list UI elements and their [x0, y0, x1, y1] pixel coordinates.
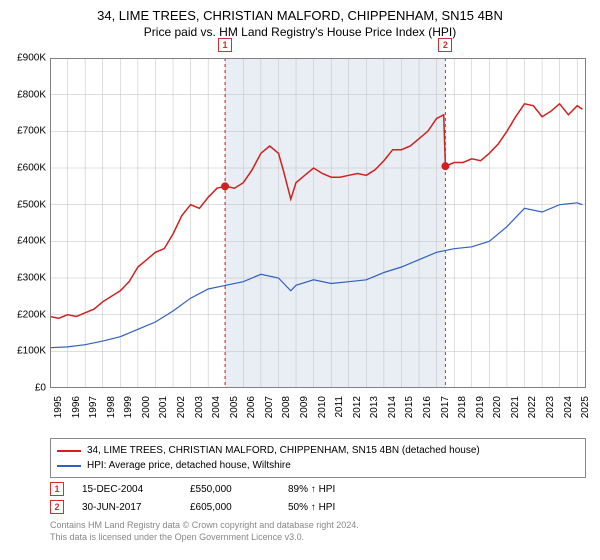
sales-list: 1 15-DEC-2004 £550,000 89% ↑ HPI 2 30-JUN-201… — [50, 478, 586, 514]
x-tick-label: 2000 — [141, 396, 152, 418]
x-tick-label: 2015 — [404, 396, 415, 418]
y-tick-label: £600K — [17, 163, 46, 174]
x-tick-label: 2005 — [229, 396, 240, 418]
x-tick-label: 2020 — [492, 396, 503, 418]
sale-date: 15-DEC-2004 — [82, 484, 172, 495]
attribution-line1: Contains HM Land Registry data © Crown c… — [50, 520, 586, 532]
x-tick-label: 2009 — [299, 396, 310, 418]
sale-hpi: 50% ↑ HPI — [288, 502, 368, 513]
sale-row: 2 30-JUN-2017 £605,000 50% ↑ HPI — [50, 500, 586, 514]
x-tick-label: 2018 — [457, 396, 468, 418]
x-tick-label: 1998 — [106, 396, 117, 418]
x-tick-label: 2014 — [387, 396, 398, 418]
legend-row-hpi: HPI: Average price, detached house, Wilt… — [57, 458, 579, 473]
title-subtitle: Price paid vs. HM Land Registry's House … — [0, 25, 600, 39]
sale-price: £605,000 — [190, 502, 270, 513]
sale-date: 30-JUN-2017 — [82, 502, 172, 513]
y-tick-label: £200K — [17, 309, 46, 320]
x-tick-label: 1999 — [123, 396, 134, 418]
legend-label-hpi: HPI: Average price, detached house, Wilt… — [87, 458, 291, 473]
event-marker-2: 2 — [438, 38, 452, 52]
y-tick-label: £500K — [17, 199, 46, 210]
x-tick-label: 2019 — [475, 396, 486, 418]
x-tick-label: 2004 — [211, 396, 222, 418]
y-tick-label: £0 — [35, 383, 46, 394]
event-marker-1: 1 — [218, 38, 232, 52]
x-tick-label: 1995 — [53, 396, 64, 418]
x-tick-label: 2022 — [527, 396, 538, 418]
legend-swatch-hpi — [57, 465, 81, 467]
x-tick-label: 2016 — [422, 396, 433, 418]
x-tick-label: 2013 — [369, 396, 380, 418]
chart-plot-area: 12 — [50, 58, 586, 388]
x-tick-label: 2001 — [158, 396, 169, 418]
x-tick-label: 2011 — [334, 396, 345, 418]
y-tick-label: £700K — [17, 126, 46, 137]
x-tick-label: 2002 — [176, 396, 187, 418]
x-tick-label: 2006 — [246, 396, 257, 418]
x-tick-label: 2010 — [317, 396, 328, 418]
x-tick-label: 2024 — [563, 396, 574, 418]
x-tick-label: 2003 — [194, 396, 205, 418]
x-tick-label: 2023 — [545, 396, 556, 418]
sale-price: £550,000 — [190, 484, 270, 495]
attribution-line2: This data is licensed under the Open Gov… — [50, 532, 586, 544]
legend-label-property: 34, LIME TREES, CHRISTIAN MALFORD, CHIPP… — [87, 443, 480, 458]
x-tick-label: 2007 — [264, 396, 275, 418]
x-tick-label: 2008 — [281, 396, 292, 418]
x-tick-label: 1996 — [71, 396, 82, 418]
title-block: 34, LIME TREES, CHRISTIAN MALFORD, CHIPP… — [0, 0, 600, 43]
legend: 34, LIME TREES, CHRISTIAN MALFORD, CHIPP… — [50, 438, 586, 478]
sale-row: 1 15-DEC-2004 £550,000 89% ↑ HPI — [50, 482, 586, 496]
y-tick-label: £300K — [17, 273, 46, 284]
x-tick-label: 2012 — [352, 396, 363, 418]
legend-row-property: 34, LIME TREES, CHRISTIAN MALFORD, CHIPP… — [57, 443, 579, 458]
y-tick-label: £900K — [17, 53, 46, 64]
chart-container: 34, LIME TREES, CHRISTIAN MALFORD, CHIPP… — [0, 0, 600, 560]
x-axis: 1995 1996 1997 1998 1999 2000 2001 2002 2003 2004… — [50, 392, 586, 442]
y-tick-label: £400K — [17, 236, 46, 247]
y-tick-label: £800K — [17, 89, 46, 100]
chart-svg — [50, 58, 586, 388]
x-tick-label: 2017 — [440, 396, 451, 418]
y-tick-label: £100K — [17, 346, 46, 357]
attribution: Contains HM Land Registry data © Crown c… — [50, 520, 586, 543]
sale-marker: 2 — [50, 500, 64, 514]
legend-swatch-property — [57, 450, 81, 452]
sale-hpi: 89% ↑ HPI — [288, 484, 368, 495]
x-tick-label: 2025 — [580, 396, 591, 418]
y-axis: £0£100K£200K£300K£400K£500K£600K£700K£80… — [0, 58, 48, 388]
sale-marker: 1 — [50, 482, 64, 496]
x-tick-label: 1997 — [88, 396, 99, 418]
title-address: 34, LIME TREES, CHRISTIAN MALFORD, CHIPP… — [0, 8, 600, 23]
x-tick-label: 2021 — [510, 396, 521, 418]
